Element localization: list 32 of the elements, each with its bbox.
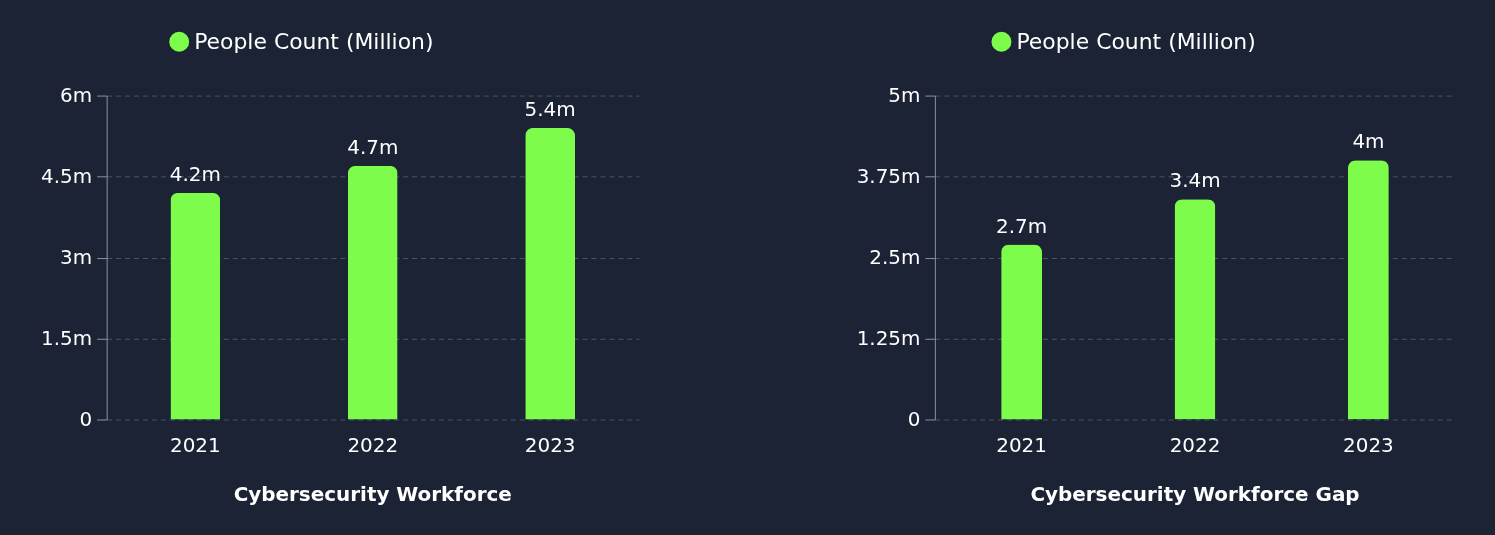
y-tick-label: 4.5m	[41, 165, 93, 189]
y-tick-label: 1.25m	[856, 327, 921, 350]
data-label: 4m	[1352, 130, 1385, 154]
y-tick-label: 2.5m	[869, 246, 921, 270]
bar	[170, 192, 221, 420]
bar	[1174, 199, 1216, 420]
x-tick-label: 2021	[170, 433, 221, 457]
data-label: 4.2m	[169, 162, 221, 186]
text: Cybersecurity Workforce Gap	[1030, 483, 1360, 507]
data-label: 2.7m	[996, 214, 1048, 238]
x-tick-label: 2022	[1169, 433, 1221, 457]
legend-label: People Count (Million)	[1016, 28, 1256, 54]
y-tick-label: 0	[79, 407, 93, 431]
text: Cybersecurity Workforce	[233, 483, 512, 507]
bar	[1001, 244, 1043, 420]
bar	[525, 127, 576, 420]
data-label: 4.7m	[347, 135, 399, 159]
y-tick-label: 6m	[60, 84, 93, 108]
bar	[1347, 160, 1389, 420]
y-tick-label: 3m	[60, 246, 93, 270]
x-tick-label: 2023	[524, 433, 576, 457]
y-tick-label: 1.5m	[41, 327, 93, 350]
y-tick-label: 5m	[888, 84, 921, 108]
x-tick-label: 2022	[347, 433, 399, 457]
bar	[347, 165, 398, 420]
legend-label: People Count (Million)	[194, 28, 434, 54]
y-tick-label: 3.75m	[856, 165, 921, 189]
data-label: 3.4m	[1169, 169, 1221, 193]
x-tick-label: 2023	[1343, 433, 1394, 457]
x-tick-label: 2021	[996, 433, 1047, 457]
y-tick-label: 0	[907, 407, 921, 431]
data-label: 5.4m	[524, 98, 576, 122]
